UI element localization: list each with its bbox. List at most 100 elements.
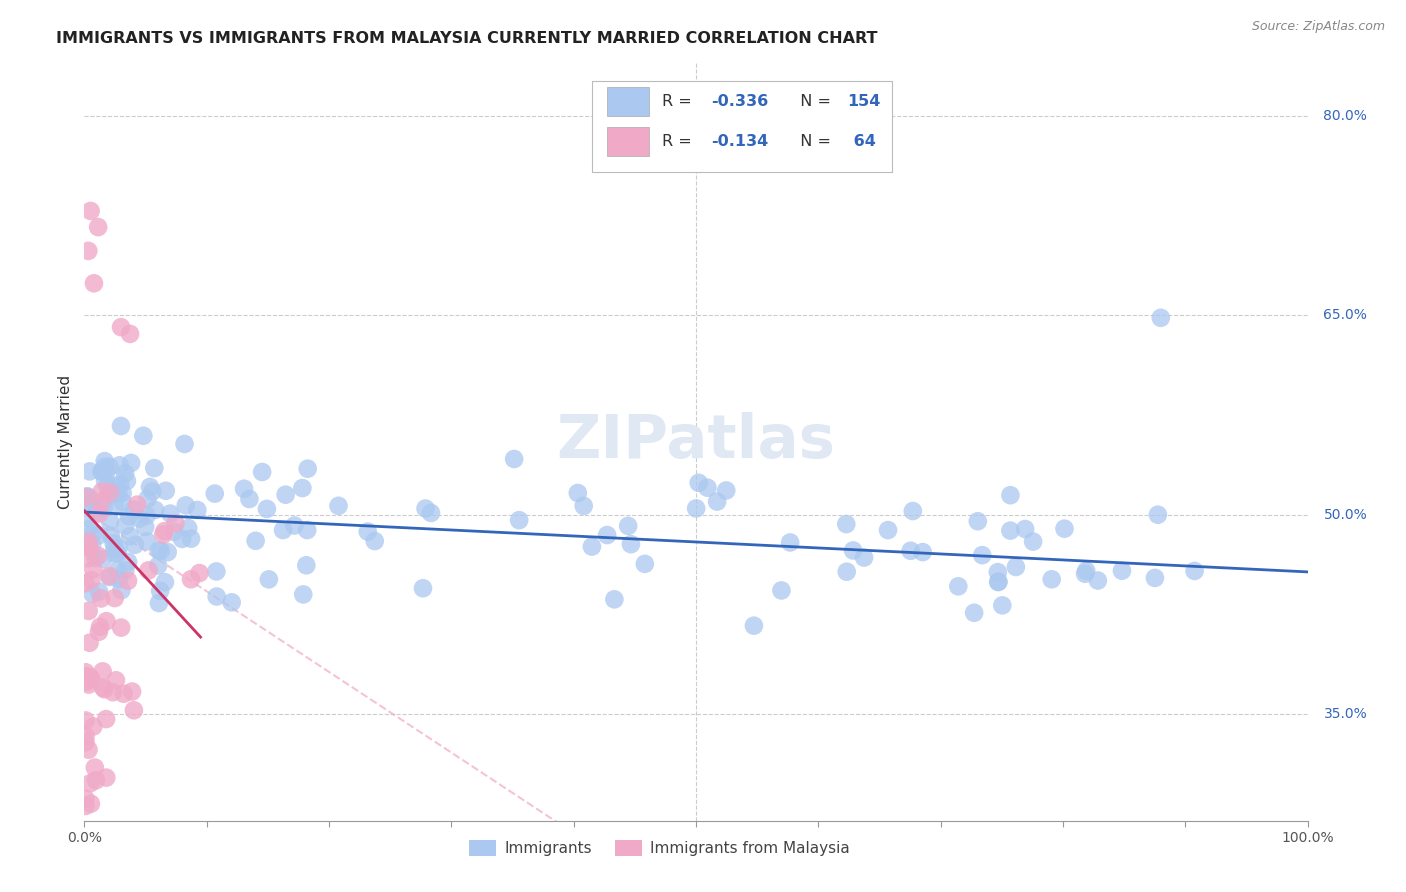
Point [503, 452, 526, 467]
Point [274, 488, 297, 502]
Point [295, 558, 318, 573]
Point [634, 557, 657, 571]
Text: 64: 64 [848, 134, 876, 149]
Point [508, 513, 530, 527]
Point [75, 799, 97, 814]
Point [93, 682, 115, 697]
Point [75, 729, 97, 743]
Point [685, 501, 707, 516]
Point [82, 587, 104, 601]
Point [117, 555, 139, 569]
Point [96, 479, 118, 493]
Point [75, 735, 97, 749]
Point [153, 524, 176, 538]
Point [617, 519, 640, 533]
Point [77, 551, 100, 566]
Point [567, 486, 589, 500]
Point [1150, 310, 1173, 325]
Point [420, 506, 443, 520]
Point [110, 621, 132, 635]
Point [79, 670, 101, 684]
Point [148, 543, 170, 558]
Point [292, 587, 315, 601]
FancyBboxPatch shape [606, 127, 650, 156]
Point [76, 510, 98, 524]
Point [122, 703, 145, 717]
Point [93, 454, 115, 468]
Point [156, 545, 179, 559]
Point [103, 547, 125, 561]
Point [245, 533, 267, 548]
Point [257, 573, 280, 587]
Point [149, 583, 172, 598]
Point [98, 485, 121, 500]
Point [83, 277, 105, 291]
Point [75, 576, 97, 591]
Point [120, 529, 142, 543]
Point [77, 522, 100, 536]
Point [111, 486, 134, 500]
Point [91, 681, 114, 695]
Point [188, 566, 211, 580]
Point [82, 719, 104, 733]
Point [148, 596, 170, 610]
Point [1000, 488, 1022, 502]
Point [80, 573, 103, 587]
Point [1143, 571, 1166, 585]
Point [111, 495, 134, 509]
Point [152, 527, 174, 541]
Point [76, 492, 98, 507]
Point [159, 507, 181, 521]
Point [842, 543, 865, 558]
Point [706, 494, 728, 508]
Point [77, 244, 100, 258]
Point [153, 575, 176, 590]
Point [75, 792, 97, 806]
Point [110, 583, 132, 598]
Point [163, 524, 186, 539]
Point [104, 673, 127, 688]
Point [87, 220, 110, 235]
Point [108, 477, 131, 491]
Point [107, 541, 129, 555]
Point [87, 549, 110, 563]
Point [127, 498, 149, 512]
Point [911, 545, 934, 559]
Point [82, 527, 104, 541]
Point [94, 474, 117, 488]
Point [90, 484, 112, 499]
Point [77, 742, 100, 756]
Point [297, 523, 319, 537]
Point [415, 501, 437, 516]
Point [853, 550, 876, 565]
Text: 35.0%: 35.0% [1323, 707, 1367, 722]
Point [118, 509, 141, 524]
Point [966, 514, 988, 528]
Point [143, 461, 166, 475]
Point [138, 563, 160, 577]
Point [105, 479, 128, 493]
Point [135, 508, 157, 523]
Point [76, 674, 98, 689]
Point [89, 507, 111, 521]
Point [93, 500, 115, 514]
Point [77, 534, 100, 549]
Point [114, 563, 136, 577]
Point [80, 673, 103, 687]
Point [204, 486, 226, 500]
Point [716, 483, 738, 498]
Text: R =: R = [662, 94, 696, 109]
Point [1074, 566, 1097, 581]
Text: 154: 154 [848, 94, 882, 109]
Point [98, 570, 121, 584]
Point [79, 776, 101, 790]
Point [75, 491, 97, 505]
Text: ZIPatlas: ZIPatlas [557, 412, 835, 471]
Point [146, 558, 169, 573]
Point [1111, 564, 1133, 578]
Point [112, 687, 135, 701]
Point [77, 490, 100, 504]
Point [250, 465, 273, 479]
Point [97, 489, 120, 503]
Point [620, 537, 643, 551]
